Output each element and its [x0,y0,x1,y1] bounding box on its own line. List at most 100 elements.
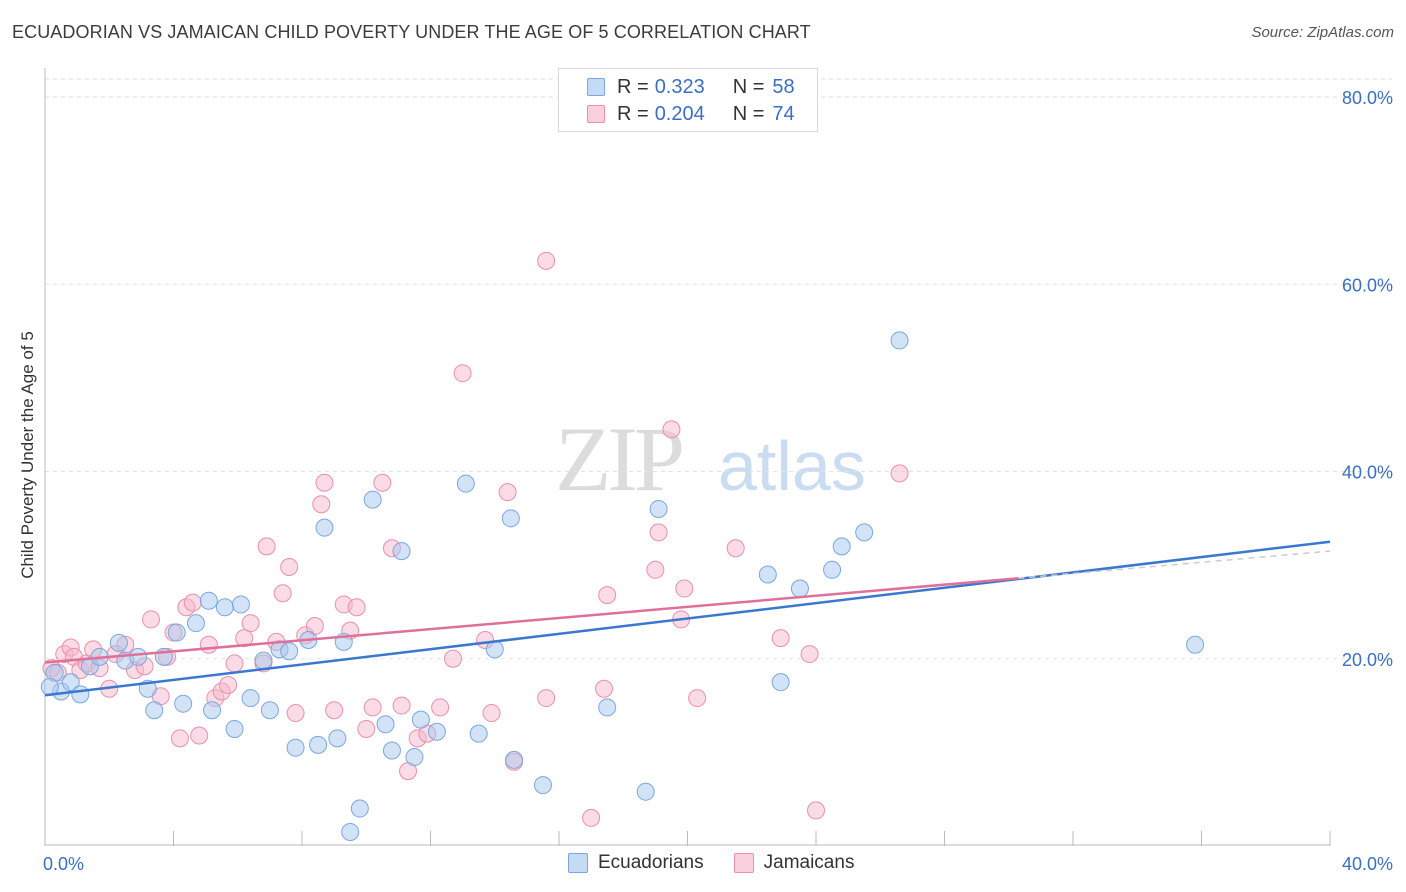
y-tick-label: 60.0% [1342,275,1393,295]
legend-r-value: 0.204 [654,102,705,125]
ecuadorian-point [505,750,524,769]
ecuadorian-point [405,748,424,767]
jamaican-point [431,698,450,717]
ecuadorian-point [427,722,446,741]
jamaican-trendline-extension [1018,550,1331,579]
jamaican-point [286,704,305,723]
x-tick-label: 0.0% [43,854,84,874]
ecuadorian-point [823,560,842,579]
jamaican-point [771,629,790,648]
series-legend-ecuadorians: Ecuadorians [568,852,704,874]
jamaican-point [594,679,613,698]
ecuadorian-point [215,598,234,617]
jamaican-point [726,539,745,558]
ecuadorian-point [129,647,148,666]
legend-r-value: 0.323 [654,75,705,98]
jamaican-point [273,584,292,603]
x-tick-label: 40.0% [1342,854,1393,874]
ecuadorian-point [186,614,205,633]
ecuadorian-point [145,701,164,720]
series-label-jamaicans: Jamaicans [763,852,855,873]
y-tick-label: 40.0% [1342,463,1393,483]
jamaican-point [199,635,218,654]
jamaican-point [170,729,189,748]
ecuadorian-point [855,523,874,542]
jamaican-point [142,610,161,629]
jamaican-point [241,614,260,633]
ecuadorian-point [533,776,552,795]
ecuadorian-point [350,799,369,818]
ecuadorian-point [280,642,299,661]
jamaican-point [225,654,244,673]
ecuadorian-point [1186,635,1205,654]
ecuadorian-point [890,331,909,350]
legend-n-value: 58 [772,75,795,98]
ecuadorian-point [636,782,655,801]
jamaican-point [537,689,556,708]
ecuadorian-point [241,689,260,708]
jamaican-point [357,719,376,738]
legend-swatch-jamaicans [587,105,605,123]
jamaican-point [453,364,472,383]
jamaican-point [315,473,334,492]
jamaican-point [312,495,331,514]
jamaican-point [443,649,462,668]
legend-row-jamaicans: R = 0.204 N = 74 [587,103,795,125]
legend-swatch-ecuadorians [587,78,605,96]
jamaican-point [190,726,209,745]
ecuadorian-trendline [44,540,1331,697]
jamaican-point [257,537,276,556]
ecuadorian-point [392,542,411,561]
legend-n-label: N = [732,102,765,125]
ecuadorian-point [469,724,488,743]
ecuadorian-point [328,729,347,748]
ecuadorian-point [598,698,617,717]
legend-row-ecuadorians: R = 0.323 N = 58 [587,76,795,98]
ecuadorian-point [649,499,668,518]
ecuadorian-point [109,633,128,652]
ecuadorian-point [411,710,430,729]
ecuadorian-point [286,738,305,757]
series-legend-jamaicans: Jamaicans [733,852,855,874]
ecuadorian-point [231,595,250,614]
y-tick-label: 80.0% [1342,88,1393,108]
jamaican-point [537,251,556,270]
jamaican-point [800,645,819,664]
jamaican-point [325,701,344,720]
ecuadorian-point [832,537,851,556]
jamaican-point [675,579,694,598]
legend-n-label: N = [732,75,765,98]
ecuadorian-point [260,701,279,720]
ecuadorian-point [790,579,809,598]
jamaican-point [890,464,909,483]
ecuadorian-point [341,822,360,841]
ecuadorian-point [225,719,244,738]
ecuadorian-point [456,474,475,493]
correlation-legend: R = 0.323 N = 58 R = 0.204 N = 74 [558,68,818,132]
jamaican-point [646,560,665,579]
ecuadorian-point [771,673,790,692]
ecuadorian-point [363,490,382,509]
ecuadorian-point [376,715,395,734]
jamaican-point [598,586,617,605]
legend-r-label: R = [617,102,649,125]
ecuadorian-point [71,685,90,704]
y-tick-label: 20.0% [1342,650,1393,670]
jamaican-point [373,473,392,492]
ecuadorian-point [174,694,193,713]
chart-title: ECUADORIAN VS JAMAICAN CHILD POVERTY UND… [12,22,811,42]
ecuadorian-point [61,673,80,692]
jamaican-point [235,629,254,648]
chart-source: Source: ZipAtlas.com [1251,24,1394,41]
ecuadorian-point [199,591,218,610]
jamaican-point [280,557,299,576]
ecuadorian-point [758,565,777,584]
watermark-atlas: atlas [718,427,866,505]
series-legend: Ecuadorians Jamaicans [568,852,884,874]
jamaican-point [582,808,601,827]
jamaican-point [688,689,707,708]
legend-n-value: 74 [772,102,795,125]
watermark-zip: ZIP [555,408,682,510]
jamaican-point [498,483,517,502]
